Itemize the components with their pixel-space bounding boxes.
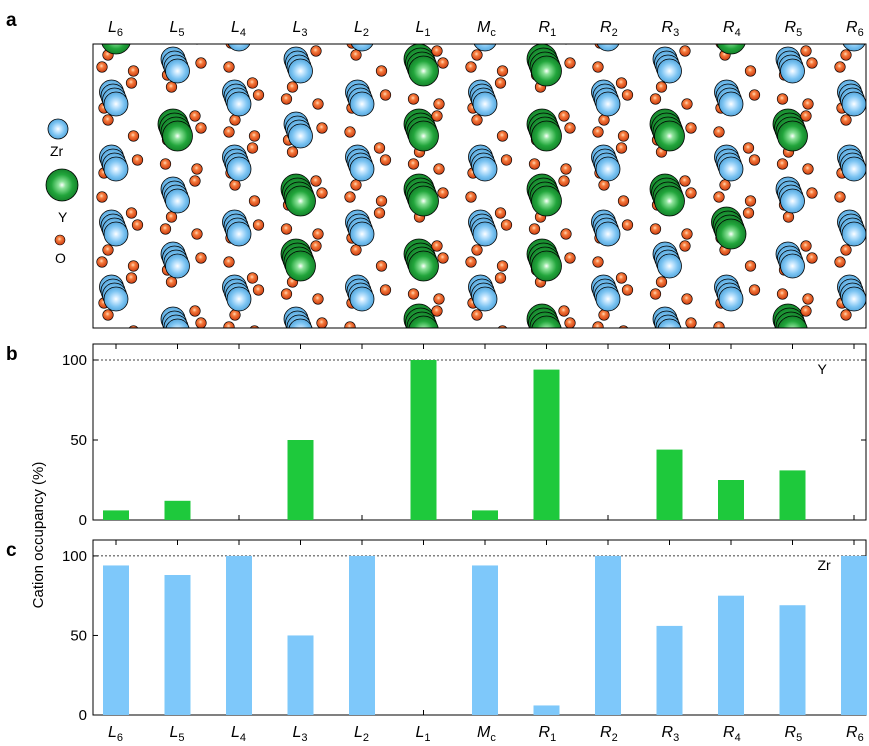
- bottom-column-label-l1: L1: [416, 724, 431, 744]
- y-occupancy-bar-r5: [779, 470, 806, 520]
- top-column-label-r4: R4: [723, 19, 741, 39]
- zr-legend-label: Zr: [50, 143, 64, 159]
- top-column-label-l3: L3: [293, 19, 308, 39]
- y-axis-title: Cation occupancy (%): [30, 462, 47, 609]
- bottom-column-label-r4: R4: [723, 724, 741, 744]
- y-occupancy-bar-mc: [472, 510, 498, 520]
- bottom-column-label-l2: L2: [354, 724, 369, 744]
- bottom-column-label-mc: Mc: [477, 724, 496, 744]
- top-column-label-mc: Mc: [477, 19, 496, 39]
- zr-legend-icon: [47, 118, 69, 140]
- zr-occupancy-ytick-label: 0: [79, 707, 87, 724]
- zr-occupancy-bar-l2: [349, 555, 375, 715]
- y-occupancy-bar-r1: [533, 369, 560, 520]
- y-occupancy-chart: 0 50 100 Y: [62, 343, 867, 529]
- zr-occupancy-bar-l4: [226, 555, 252, 715]
- y-occupancy-bar-l6: [103, 510, 129, 520]
- top-column-label-l5: L5: [170, 19, 185, 39]
- zr-occupancy-bar-r4: [718, 595, 744, 715]
- bottom-column-label-l6: L6: [108, 724, 123, 744]
- zr-occupancy-ytick-label: 50: [70, 627, 87, 644]
- top-column-label-r1: R1: [539, 19, 557, 39]
- panel-label-a: a: [6, 10, 17, 31]
- zr-occupancy-bar-r1: [533, 705, 560, 715]
- y-occupancy-bar-r4: [718, 480, 744, 520]
- bottom-column-label-r3: R3: [662, 724, 680, 744]
- bottom-column-label-l4: L4: [231, 724, 246, 744]
- top-column-label-r5: R5: [785, 19, 803, 39]
- zr-occupancy-bar-l5: [164, 575, 191, 715]
- y-occupancy-bar-l3: [287, 440, 314, 520]
- zr-occupancy-bar-r2: [595, 555, 621, 715]
- y-occupancy-series-label: Y: [818, 361, 828, 377]
- bottom-column-label-l3: L3: [293, 724, 308, 744]
- top-column-labels: L6 L5 L4 L3 L2 L1 Mc R1 R2 R3 R4 R5 R6: [108, 19, 864, 39]
- top-column-label-r3: R3: [662, 19, 680, 39]
- bottom-column-label-r1: R1: [539, 724, 557, 744]
- top-column-label-l6: L6: [108, 19, 123, 39]
- bottom-column-label-r6: R6: [846, 724, 864, 744]
- legend: Zr Y O: [45, 118, 79, 266]
- zr-occupancy-bar-mc: [472, 565, 498, 715]
- panel-label-c: c: [6, 540, 17, 561]
- y-legend-label: Y: [58, 209, 68, 225]
- panel-label-b: b: [6, 344, 18, 365]
- zr-occupancy-bar-r5: [779, 605, 806, 715]
- o-legend-icon: [54, 234, 66, 246]
- zr-occupancy-series-label: Zr: [818, 557, 832, 573]
- bottom-column-label-r5: R5: [785, 724, 803, 744]
- zr-occupancy-bar-r6: [841, 555, 867, 715]
- y-occupancy-bar-l5: [164, 500, 191, 520]
- structure-frame: [92, 43, 867, 329]
- bottom-column-label-l5: L5: [170, 724, 185, 744]
- top-column-label-l2: L2: [354, 19, 369, 39]
- top-column-label-l4: L4: [231, 19, 246, 39]
- y-occupancy-ytick-label: 100: [62, 352, 87, 369]
- y-occupancy-plot-frame: [92, 343, 867, 521]
- zr-occupancy-bar-l6: [103, 565, 129, 715]
- y-legend-icon: [45, 168, 79, 202]
- top-column-label-r6: R6: [846, 19, 864, 39]
- top-column-label-l1: L1: [416, 19, 431, 39]
- zr-occupancy-bar-r3: [656, 625, 683, 715]
- y-occupancy-bar-l1: [410, 360, 437, 520]
- y-occupancy-ytick-label: 0: [79, 512, 87, 529]
- y-occupancy-ytick-label: 50: [70, 432, 87, 449]
- atomic-structure-image: [96, 44, 866, 328]
- o-legend-label: O: [55, 250, 66, 266]
- zr-occupancy-chart: 0 50 100 Zr: [62, 539, 867, 724]
- bottom-column-label-r2: R2: [600, 724, 618, 744]
- bottom-column-labels: L6 L5 L4 L3 L2 L1 Mc R1 R2 R3 R4 R5 R6: [108, 724, 864, 744]
- zr-occupancy-ytick-label: 100: [62, 548, 87, 565]
- zr-occupancy-bar-l3: [287, 635, 314, 715]
- top-column-label-r2: R2: [600, 19, 618, 39]
- y-occupancy-bar-r3: [656, 449, 683, 520]
